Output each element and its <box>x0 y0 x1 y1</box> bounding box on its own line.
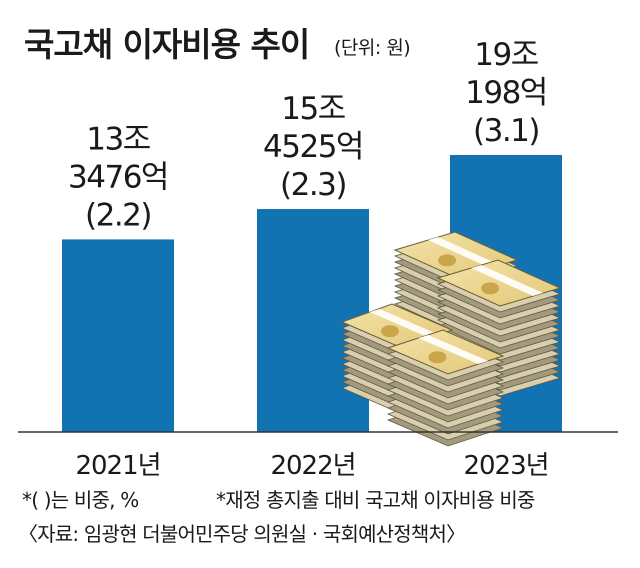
unit-label: (단위: 원) <box>334 37 411 59</box>
bar-value-label: 13조 <box>86 121 149 157</box>
bar-value-label: 4525억 <box>263 129 363 165</box>
bar-value-label: 3476억 <box>68 159 168 195</box>
share-footnote: *재정 총지출 대비 국고채 이자비용 비중 <box>216 488 535 512</box>
money-stack-icon <box>340 231 562 447</box>
bar-value-label: 19조 <box>474 37 537 73</box>
x-tick-label: 2023년 <box>463 451 548 481</box>
x-tick-label: 2021년 <box>75 451 160 481</box>
share-label: (2.3) <box>280 167 346 203</box>
x-tick-label: 2022년 <box>270 451 355 481</box>
bar-value-label: 198억 <box>465 75 547 111</box>
bar-1 <box>62 239 174 432</box>
share-label: (2.2) <box>85 197 151 233</box>
share-label: (3.1) <box>473 113 539 149</box>
parenthesis-footnote: *( )는 비중, % <box>22 488 139 512</box>
chart-title: 국고채 이자비용 추이 <box>24 25 310 64</box>
bar-value-label: 15조 <box>281 91 344 127</box>
source-footnote: 〈자료: 임광현 더불어민주당 의원실 · 국회예산정책처〉 <box>18 522 466 546</box>
